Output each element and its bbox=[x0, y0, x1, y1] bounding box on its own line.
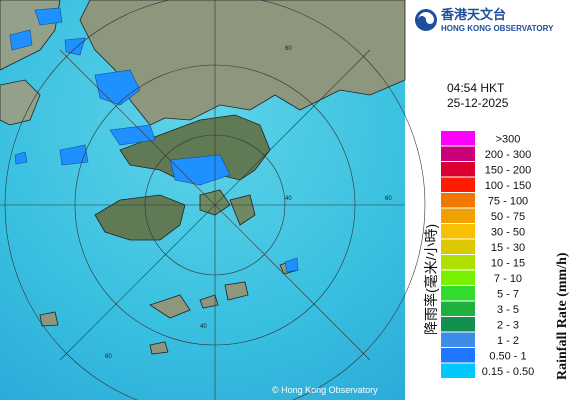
legend-label: 100 - 150 bbox=[485, 180, 531, 192]
legend-label: 2 - 3 bbox=[497, 319, 519, 331]
legend-title-zh: 降雨率(毫米/小時) bbox=[423, 224, 439, 335]
ring-label: 60 bbox=[285, 46, 292, 52]
ring-label: 60 bbox=[385, 196, 392, 202]
legend-label: >300 bbox=[496, 133, 521, 145]
legend-label: 0.50 - 1 bbox=[489, 350, 526, 362]
legend-swatch bbox=[441, 193, 475, 208]
legend-swatch bbox=[441, 177, 475, 192]
legend-swatch bbox=[441, 131, 475, 146]
legend-label: 0.15 - 0.50 bbox=[482, 366, 535, 378]
legend-label: 5 - 7 bbox=[497, 288, 519, 300]
legend-label: 3 - 5 bbox=[497, 304, 519, 316]
legend-label: 75 - 100 bbox=[488, 195, 528, 207]
logo-title-en: HONG KONG OBSERVATORY bbox=[441, 24, 554, 33]
legend-label: 150 - 200 bbox=[485, 164, 531, 176]
legend-label: 30 - 50 bbox=[491, 226, 525, 238]
ring-label: 40 bbox=[285, 196, 292, 202]
legend-swatch bbox=[441, 317, 475, 332]
time: 04:54 HKT bbox=[447, 81, 505, 95]
date: 25-12-2025 bbox=[447, 96, 509, 110]
copyright: © Hong Kong Observatory bbox=[272, 385, 378, 395]
legend-swatch bbox=[441, 146, 475, 161]
legend-label: 15 - 30 bbox=[491, 242, 525, 254]
legend-swatch bbox=[441, 239, 475, 254]
legend-swatch bbox=[441, 208, 475, 223]
land bbox=[0, 0, 406, 355]
ring-label: 60 bbox=[105, 354, 112, 360]
legend-swatch bbox=[441, 348, 475, 363]
legend-label: 1 - 2 bbox=[497, 335, 519, 347]
ring-label: 40 bbox=[200, 324, 207, 330]
legend-swatch bbox=[441, 332, 475, 347]
legend-swatch bbox=[441, 255, 475, 270]
legend-title-en: Rainfall Rate (mm/h) bbox=[555, 252, 570, 380]
legend-swatch bbox=[441, 270, 475, 285]
legend-swatch bbox=[441, 162, 475, 177]
legend-label: 10 - 15 bbox=[491, 257, 525, 269]
logo bbox=[415, 9, 437, 31]
legend-label: 50 - 75 bbox=[491, 211, 525, 223]
legend-swatch bbox=[441, 301, 475, 316]
legend-swatch bbox=[441, 363, 475, 378]
legend-label: 7 - 10 bbox=[494, 273, 522, 285]
legend-swatch bbox=[441, 286, 475, 301]
legend-label: 200 - 300 bbox=[485, 149, 531, 161]
legend-swatch bbox=[441, 224, 475, 239]
logo-title-zh: 香港天文台 bbox=[440, 7, 506, 22]
range-rings bbox=[0, 0, 426, 400]
